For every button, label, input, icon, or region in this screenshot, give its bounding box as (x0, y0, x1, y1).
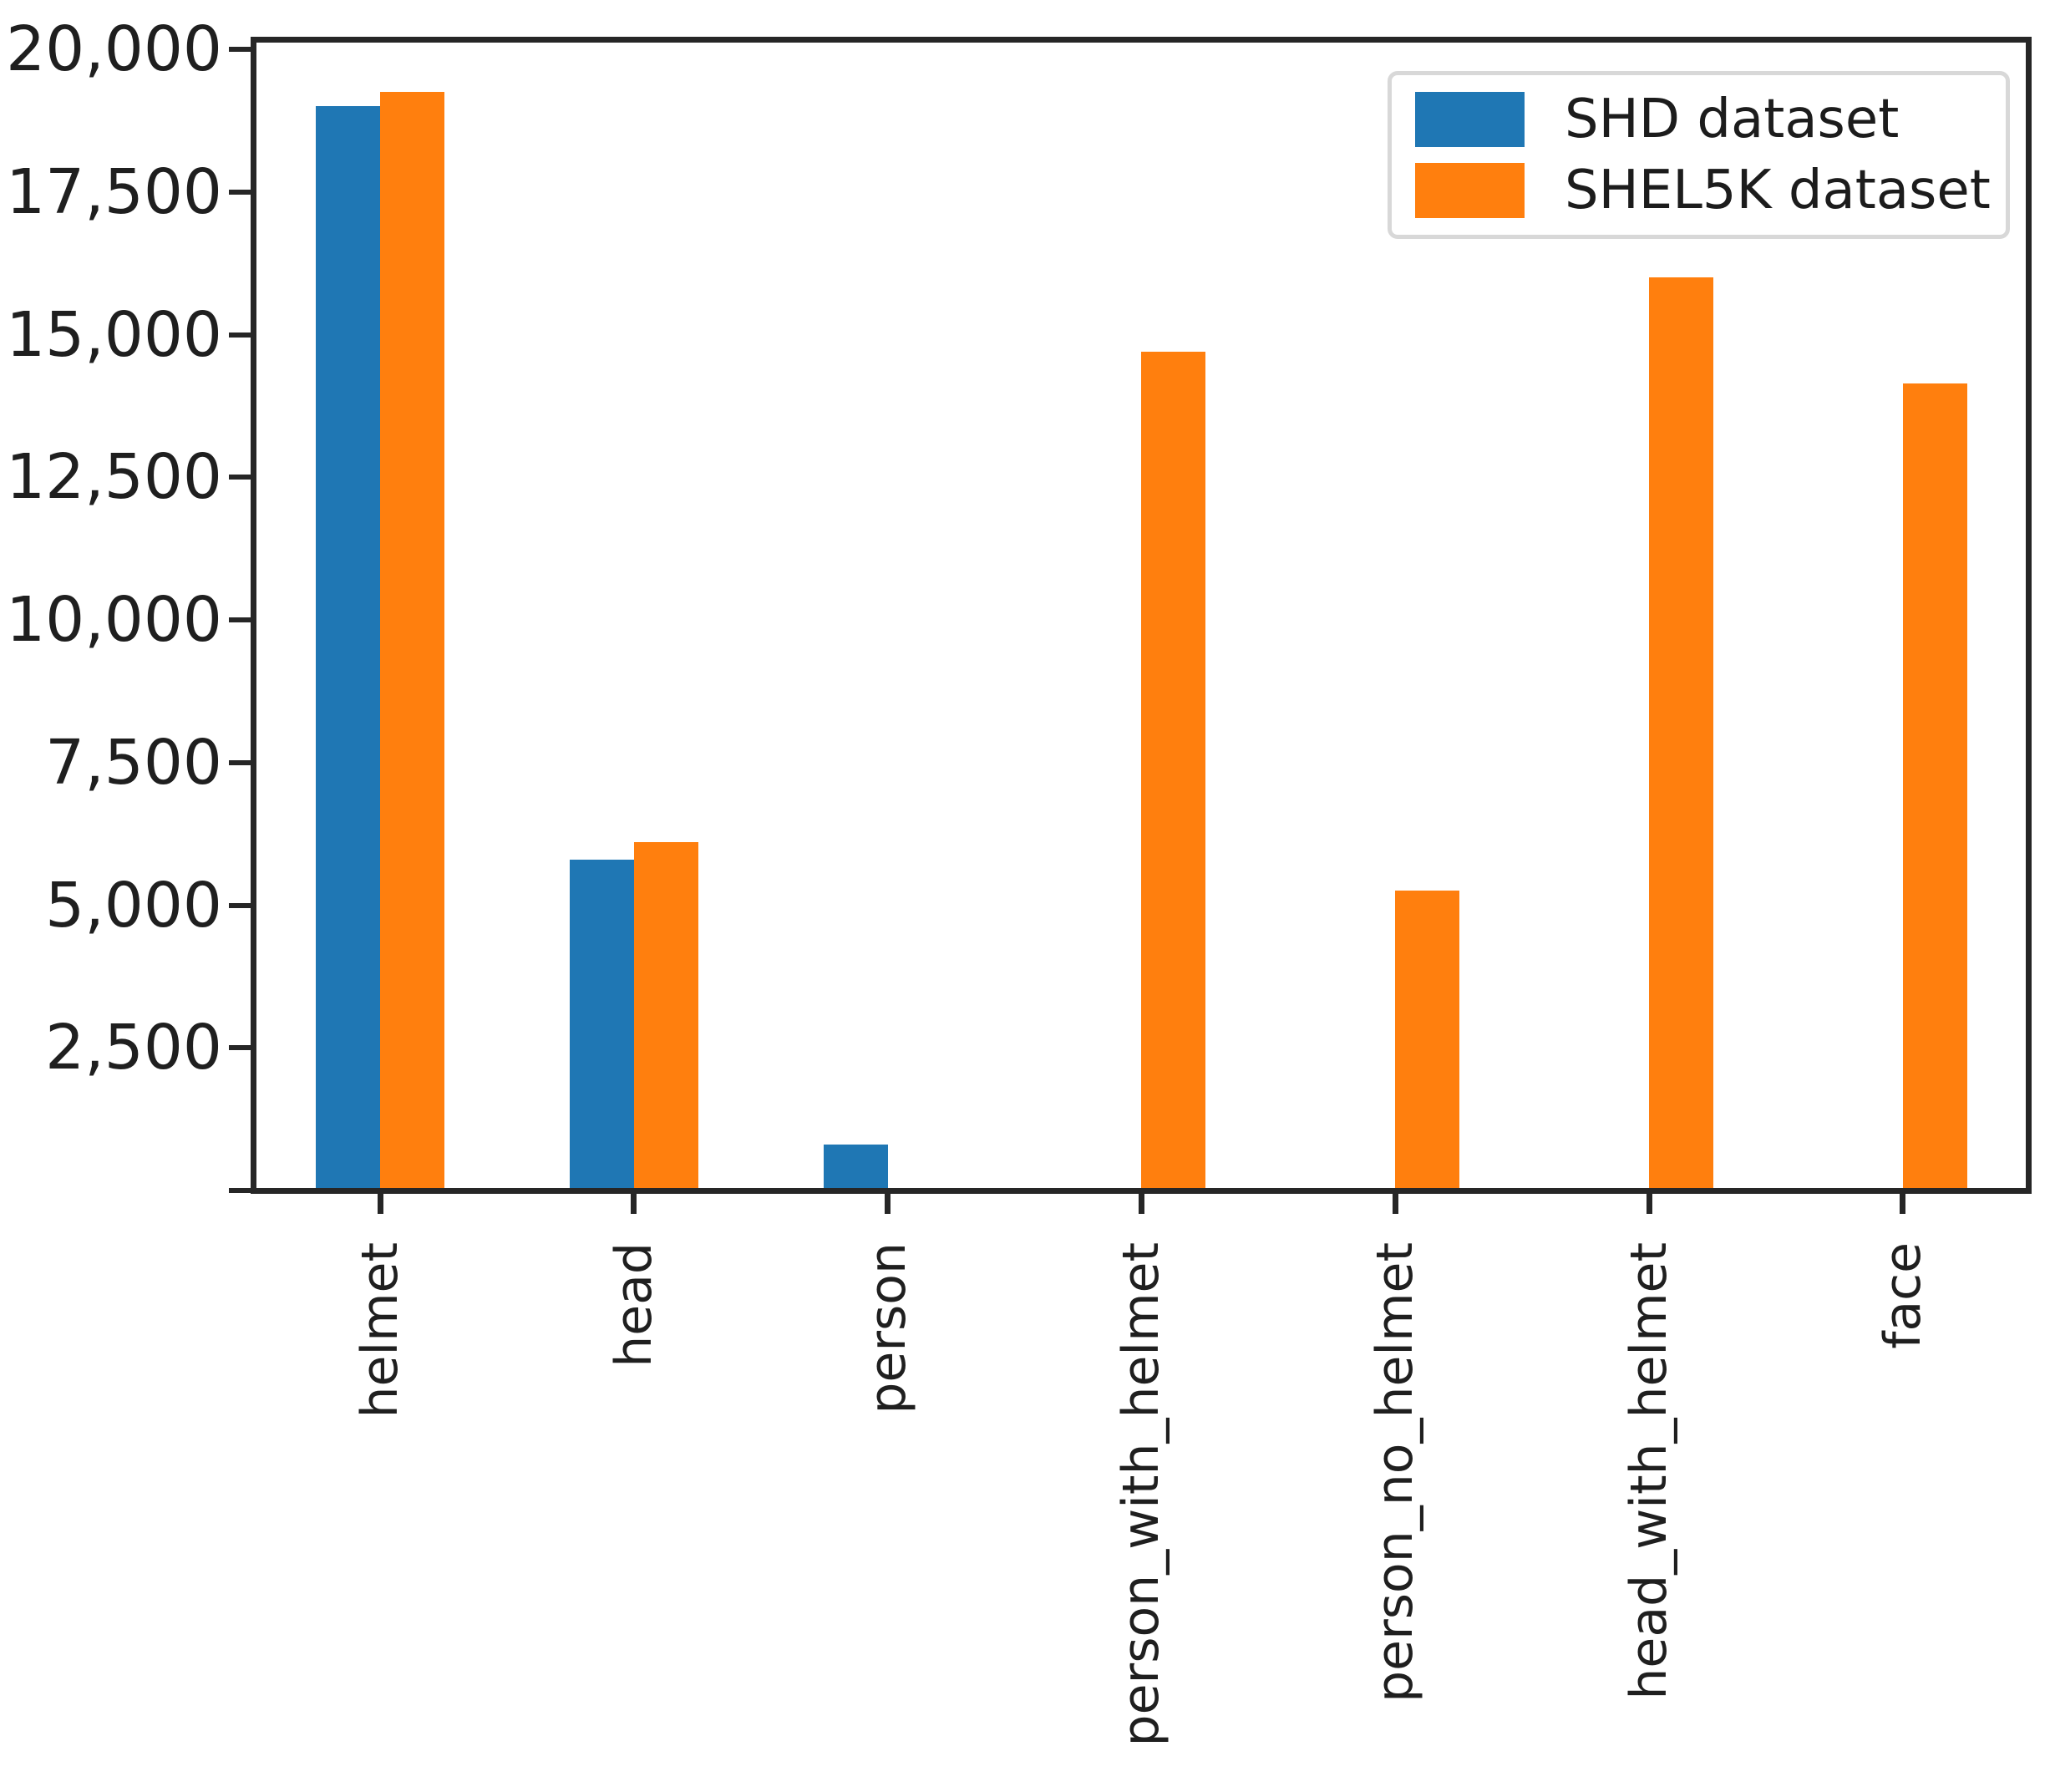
y-tick-label: 5,000 (45, 869, 222, 942)
y-tick (229, 617, 251, 622)
y-tick (229, 1188, 251, 1193)
x-tick-label: person (858, 1242, 917, 1414)
x-tick-label: helmet (351, 1242, 409, 1419)
legend-swatch-shd-blue (1415, 91, 1525, 147)
x-tick (1392, 1194, 1398, 1214)
y-tick-label: 17,500 (6, 155, 222, 228)
y-tick (229, 47, 251, 52)
bar-shel5k-face (1902, 383, 1967, 1190)
x-tick-label: person_no_helmet (1366, 1242, 1425, 1703)
x-tick (377, 1194, 383, 1214)
y-tick (229, 759, 251, 765)
y-tick-label: 15,000 (6, 298, 222, 371)
y-tick-label: 20,000 (6, 13, 222, 85)
y-tick (229, 475, 251, 480)
bar-shel5k-head_with_helmet (1649, 277, 1714, 1190)
x-tick-label: head_with_helmet (1620, 1242, 1679, 1700)
bar-shel5k-person_no_helmet (1395, 891, 1460, 1190)
bar-shd-head (569, 859, 634, 1190)
x-tick-label: face (1873, 1242, 1932, 1349)
y-tick (229, 332, 251, 338)
legend-item-shd: SHD dataset (1415, 88, 2006, 150)
x-tick (631, 1194, 637, 1214)
bar-shd-helmet (316, 106, 380, 1190)
legend-swatch-shel5k-orange (1415, 163, 1525, 219)
x-tick-label: person_with_helmet (1112, 1242, 1171, 1747)
legend-label-shel5k: SHEL5K dataset (1565, 160, 1991, 222)
x-tick (1138, 1194, 1144, 1214)
y-tick (229, 902, 251, 908)
y-tick (229, 1045, 251, 1051)
legend-label-shd: SHD dataset (1565, 88, 1900, 150)
bar-shd-person (823, 1145, 888, 1190)
legend: SHD dataset SHEL5K dataset (1388, 71, 2010, 239)
y-tick-label: 2,500 (45, 1012, 222, 1084)
bar-shel5k-person_with_helmet (1141, 351, 1206, 1190)
x-tick (885, 1194, 891, 1214)
x-tick (1646, 1194, 1652, 1214)
y-tick-label: 10,000 (6, 584, 222, 656)
x-tick-label: head (604, 1242, 663, 1368)
y-tick-label: 7,500 (45, 726, 222, 799)
y-tick-label: 12,500 (6, 441, 222, 514)
x-tick (1900, 1194, 1906, 1214)
bar-shel5k-head (633, 842, 698, 1190)
y-tick (229, 189, 251, 195)
bar-shel5k-helmet (380, 92, 444, 1190)
legend-item-shel5k: SHEL5K dataset (1415, 160, 2006, 222)
